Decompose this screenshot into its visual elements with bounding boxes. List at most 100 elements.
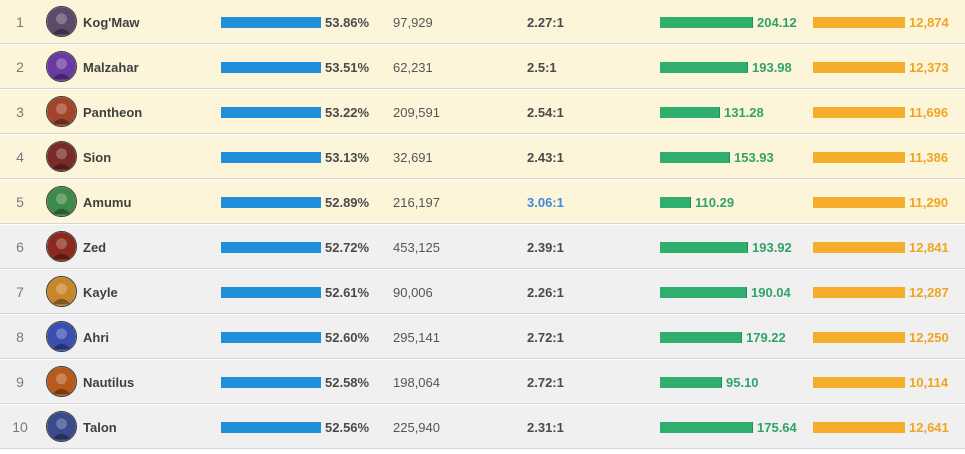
win-rate-value: 53.51% [325,59,370,75]
gold-value: 12,250 [909,329,949,345]
gold-cell: 12,841 [813,225,949,269]
table-row[interactable]: 7 Kayle 52.61% 90,006 2.26:1 190.04 12,2… [0,270,965,314]
cs-bar [660,421,753,433]
champion-name[interactable]: Talon [83,419,117,435]
rank-number: 4 [16,149,24,165]
win-rate-cell: 53.22% [221,90,369,134]
table-row[interactable]: 8 Ahri 52.60% 295,141 2.72:1 179.22 12,2… [0,315,965,359]
cs-value: 204.12 [757,14,797,30]
champion-name[interactable]: Kayle [83,284,118,300]
rank-number: 5 [16,194,24,210]
champion-name[interactable]: Malzahar [83,59,139,75]
gold-value: 11,696 [909,104,949,120]
gold-bar [813,106,905,118]
win-rate-cell: 53.51% [221,45,369,89]
gold-bar [813,61,905,73]
gold-cell: 12,250 [813,315,949,359]
win-rate-bar [221,421,321,433]
cs-value: 131.28 [724,104,764,120]
table-row[interactable]: 6 Zed 52.72% 453,125 2.39:1 193.92 12,84… [0,225,965,269]
win-rate-value: 52.56% [325,419,370,435]
win-rate-bar [221,16,321,28]
games-played: 90,006 [393,284,433,300]
champion-name[interactable]: Nautilus [83,374,135,390]
champion-name[interactable]: Sion [83,149,112,165]
gold-value: 12,641 [909,419,949,435]
win-rate-value: 53.22% [325,104,370,120]
kda-ratio: 3.06:1 [527,194,564,210]
win-rate-bar [221,241,321,253]
champion-avatar[interactable] [46,321,77,352]
champion-name[interactable]: Kog'Maw [83,14,140,30]
win-rate-bar [221,151,321,163]
gold-value: 12,373 [909,59,949,75]
win-rate-bar [221,106,321,118]
gold-value: 11,386 [909,149,949,165]
malzahar-portrait-icon [47,52,76,81]
champion-name[interactable]: Ahri [83,329,109,345]
table-row[interactable]: 1 Kog'Maw 53.86% 97,929 2.27:1 204.12 12… [0,0,965,44]
gold-cell: 11,696 [813,90,948,134]
gold-cell: 10,114 [813,360,948,404]
win-rate-value: 52.72% [325,239,370,255]
cs-bar [660,196,691,208]
win-rate-bar [221,331,321,343]
table-row[interactable]: 3 Pantheon 53.22% 209,591 2.54:1 131.28 … [0,90,965,134]
table-row[interactable]: 10 Talon 52.56% 225,940 2.31:1 175.64 12… [0,405,965,449]
champion-name[interactable]: Pantheon [83,104,143,120]
games-played: 209,591 [393,104,440,120]
table-row[interactable]: 4 Sion 53.13% 32,691 2.43:1 153.93 11,38… [0,135,965,179]
champion-avatar[interactable] [46,6,77,37]
games-played: 32,691 [393,149,433,165]
cs-bar [660,286,747,298]
cs-bar [660,16,753,28]
champion-avatar[interactable] [46,51,77,82]
cs-bar [660,61,748,73]
sion-portrait-icon [47,142,76,171]
games-played: 198,064 [393,374,440,390]
champion-avatar[interactable] [46,96,77,127]
gold-bar [813,241,905,253]
win-rate-cell: 52.72% [221,225,369,269]
win-rate-value: 53.86% [325,14,370,30]
champion-avatar[interactable] [46,231,77,262]
gold-value: 12,287 [909,284,949,300]
cs-cell: 153.93 [660,135,774,179]
talon-portrait-icon [47,412,76,441]
gold-cell: 12,287 [813,270,949,314]
rank-number: 10 [12,419,28,435]
table-row[interactable]: 9 Nautilus 52.58% 198,064 2.72:1 95.10 1… [0,360,965,404]
gold-cell: 12,373 [813,45,949,89]
win-rate-bar [221,376,321,388]
kayle-portrait-icon [47,277,76,306]
champion-avatar[interactable] [46,186,77,217]
table-row[interactable]: 5 Amumu 52.89% 216,197 3.06:1 110.29 11,… [0,180,965,224]
zed-portrait-icon [47,232,76,261]
champion-name[interactable]: Amumu [83,194,132,210]
champion-avatar[interactable] [46,141,77,172]
gold-value: 12,841 [909,239,949,255]
win-rate-value: 53.13% [325,149,370,165]
gold-bar [813,196,905,208]
table-row[interactable]: 2 Malzahar 53.51% 62,231 2.5:1 193.98 12… [0,45,965,89]
champion-avatar[interactable] [46,366,77,397]
champion-name[interactable]: Zed [83,239,107,255]
rank-number: 9 [16,374,24,390]
win-rate-cell: 52.60% [221,315,369,359]
win-rate-value: 52.60% [325,329,370,345]
win-rate-value: 52.61% [325,284,370,300]
rank-number: 7 [16,284,24,300]
cs-value: 179.22 [746,329,786,345]
win-rate-value: 52.89% [325,194,370,210]
kogmaw-portrait-icon [47,7,76,36]
cs-value: 110.29 [695,194,735,210]
win-rate-cell: 53.86% [221,0,369,44]
champion-avatar[interactable] [46,411,77,442]
ahri-portrait-icon [47,322,76,351]
champion-avatar[interactable] [46,276,77,307]
cs-bar [660,106,720,118]
games-played: 295,141 [393,329,440,345]
gold-cell: 12,641 [813,405,949,449]
cs-bar [660,376,722,388]
